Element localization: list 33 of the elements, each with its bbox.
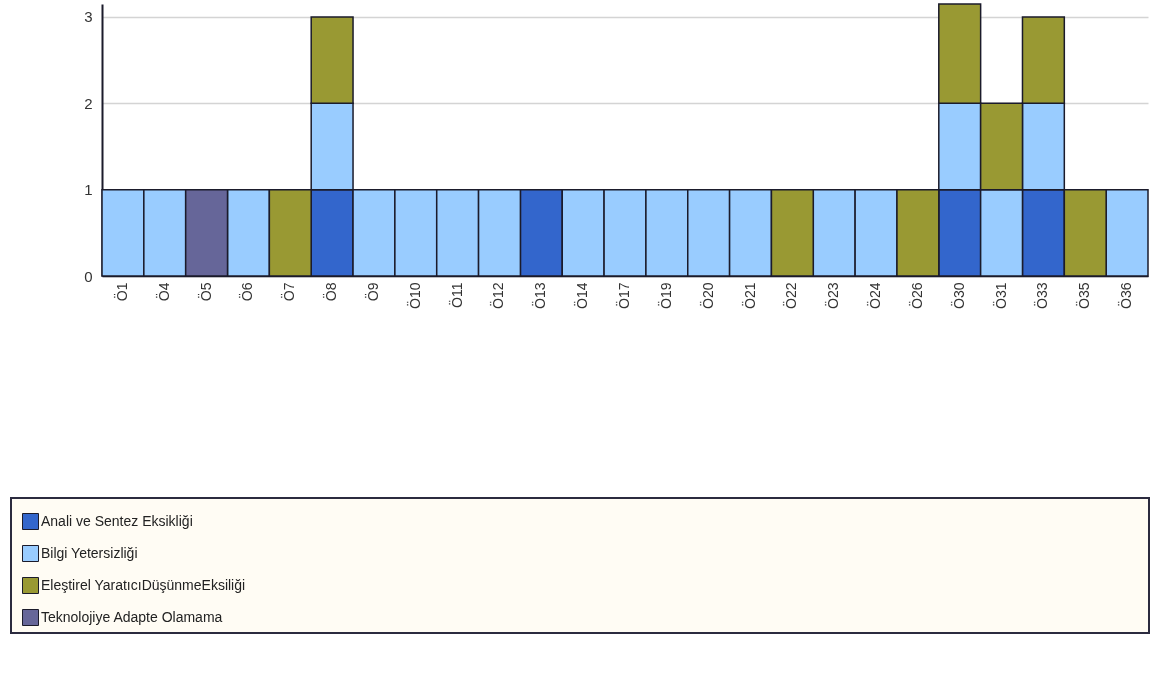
legend-label: Bilgi Yetersizliği (41, 544, 138, 561)
x-tick-label: Ö12 (489, 282, 507, 309)
y-tick-label: 2 (84, 94, 93, 112)
x-tick-label: Ö21 (740, 282, 758, 309)
x-tick-label: Ö4 (154, 282, 172, 302)
x-tick-label: Ö17 (615, 282, 632, 309)
x-tick-label: Ö1 (112, 282, 130, 302)
x-tick-label: Ö8 (322, 282, 340, 302)
x-tick-label: Ö7 (280, 282, 298, 302)
legend-label: Anali ve Sentez Eksikliği (41, 512, 193, 529)
x-tick-label: Ö9 (363, 282, 381, 302)
x-tick-label: Ö13 (531, 282, 549, 309)
x-tick-label: Ö26 (907, 282, 925, 309)
x-tick-label: Ö33 (1033, 282, 1051, 309)
x-tick-label: Ö11 (447, 282, 465, 308)
x-tick-label: Ö24 (866, 282, 884, 309)
x-tick-label: Ö19 (656, 282, 674, 309)
x-tick-label: Ö31 (991, 282, 1009, 309)
x-tick-label: Ö5 (196, 282, 214, 302)
legend-label: Teknolojiye Adapte Olamama (41, 608, 223, 625)
x-tick-label: Ö20 (698, 282, 716, 309)
x-tick-label: Ö6 (238, 282, 256, 302)
x-tick-label: Ö36 (1117, 282, 1135, 309)
x-tick-label: Ö30 (949, 282, 967, 309)
x-tick-label: Ö22 (782, 282, 800, 309)
y-tick-label: 3 (84, 8, 93, 26)
y-tick-label: 1 (84, 181, 93, 199)
x-tick-label: Ö23 (824, 282, 842, 309)
legend-label: Eleştirel YaratıcıDüşünmeEksiliği (41, 576, 246, 593)
x-tick-label: Ö35 (1075, 282, 1093, 309)
x-tick-label: Ö10 (405, 282, 423, 309)
y-tick-label: 0 (84, 267, 93, 285)
x-tick-label: Ö14 (573, 282, 591, 309)
